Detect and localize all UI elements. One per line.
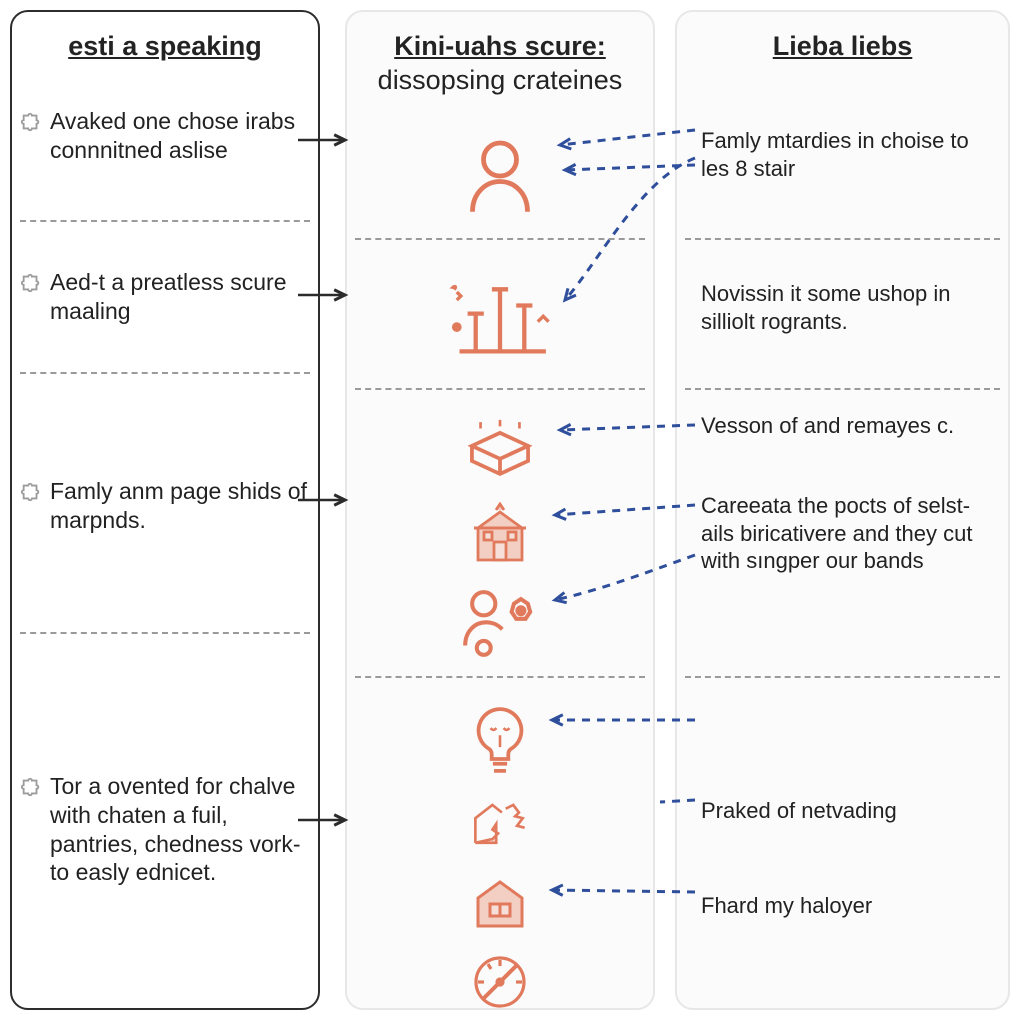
right-text: Careeata the pocts of selst-ails biricat…: [701, 492, 998, 575]
separator: [20, 220, 310, 222]
brokenhouse-icon: [464, 792, 536, 857]
right-text: Praked of netvading: [701, 797, 998, 825]
left-block: Avaked one chose irabs connnitned aslise: [20, 107, 310, 165]
left-block: Tor a ovented for chalve with chaten a f…: [20, 772, 310, 887]
right-column: Lieba liebs Famly mtardies in choise to …: [675, 10, 1010, 1010]
mid-title: Kini-uahs scure: dissopsing crateines: [365, 30, 635, 104]
gearperson-icon: [458, 582, 542, 663]
mid-title-line1: Kini-uahs scure:: [394, 31, 606, 61]
separator: [355, 676, 645, 678]
left-text: Aed-t a preatless scure maaling: [50, 268, 310, 326]
separator: [355, 388, 645, 390]
separator: [685, 238, 1000, 240]
building-icon: [468, 502, 532, 571]
puzzle-icon: [20, 481, 42, 503]
person-icon: [456, 132, 544, 225]
puzzle-icon: [20, 272, 42, 294]
right-text: Novissin it some ushop in silliolt rogra…: [701, 280, 998, 335]
gauge-icon: [468, 950, 532, 1019]
left-text: Tor a ovented for chalve with chaten a f…: [50, 772, 310, 887]
bulb-icon: [462, 702, 538, 783]
right-text: Vesson of and remayes c.: [701, 412, 998, 440]
separator: [20, 632, 310, 634]
left-column: esti a speaking Avaked one chose irabs c…: [10, 10, 320, 1010]
mid-column: Kini-uahs scure: dissopsing crateines: [345, 10, 655, 1010]
puzzle-icon: [20, 111, 42, 133]
separator: [355, 238, 645, 240]
puzzle-icon: [20, 776, 42, 798]
separator: [20, 372, 310, 374]
left-block: Aed-t a preatless scure maaling: [20, 268, 310, 326]
right-title: Lieba liebs: [695, 30, 990, 70]
left-block: Famly anm page shids of marpnds.: [20, 477, 310, 535]
house-icon: [468, 870, 532, 939]
right-text: Fhard my haloyer: [701, 892, 998, 920]
box-icon: [457, 412, 543, 489]
separator: [685, 676, 1000, 678]
left-title: esti a speaking: [30, 30, 300, 70]
sliders-icon: [446, 274, 554, 369]
mid-title-line2: dissopsing crateines: [378, 65, 623, 95]
separator: [685, 388, 1000, 390]
left-text: Avaked one chose irabs connnitned aslise: [50, 107, 310, 165]
left-text: Famly anm page shids of marpnds.: [50, 477, 310, 535]
right-text: Famly mtardies in choise to les 8 stair: [701, 127, 998, 182]
